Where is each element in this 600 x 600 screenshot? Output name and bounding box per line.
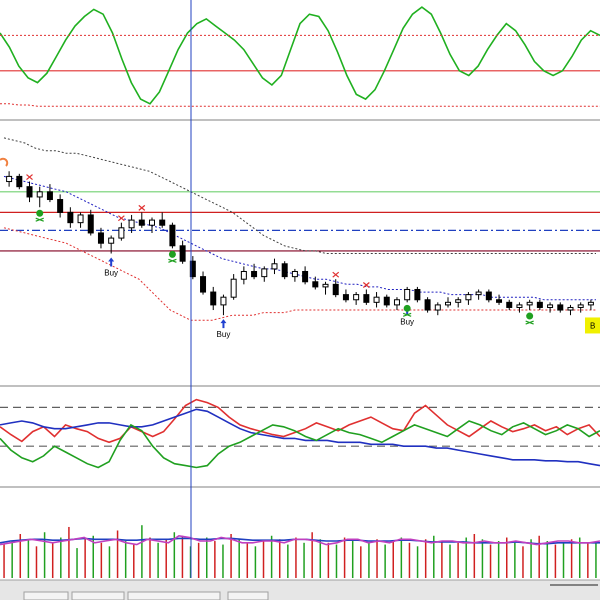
toolbar-tab <box>71 591 125 600</box>
crossbones-icon <box>168 258 177 263</box>
volume-panel <box>0 490 600 578</box>
signal-badge <box>585 317 600 334</box>
skull-icon <box>168 250 176 258</box>
candle <box>200 276 207 293</box>
candle <box>77 214 84 224</box>
candle <box>557 304 564 311</box>
band-line <box>3 175 596 301</box>
candle <box>526 301 533 306</box>
candle <box>179 245 186 262</box>
candle <box>577 304 584 308</box>
candle <box>220 296 227 306</box>
price-panel <box>0 125 600 382</box>
band-line <box>3 137 596 254</box>
candle <box>516 304 523 308</box>
buy-label: Buy <box>104 269 118 278</box>
candle <box>414 288 421 301</box>
candle <box>6 175 13 183</box>
candle <box>128 219 135 229</box>
series-line <box>0 398 600 444</box>
series-line <box>0 408 600 467</box>
crossbones-icon <box>402 312 412 317</box>
sell-cross-icon <box>332 271 340 278</box>
candle <box>36 191 43 198</box>
candle <box>108 237 115 244</box>
candle <box>363 294 370 303</box>
candle <box>291 270 298 278</box>
candle <box>138 219 145 226</box>
candle <box>567 306 574 311</box>
candle <box>57 199 64 213</box>
candle <box>87 214 94 234</box>
candle <box>312 281 319 288</box>
candle <box>26 186 33 198</box>
sell-cross-icon <box>26 174 33 181</box>
candle <box>332 283 339 296</box>
alert-arc-icon <box>0 157 9 167</box>
candle <box>16 175 23 188</box>
candle <box>485 291 492 301</box>
candle <box>169 224 176 247</box>
stochastic-panel <box>0 388 600 485</box>
candle <box>281 263 288 278</box>
candle <box>383 296 390 306</box>
candle <box>230 278 237 298</box>
candle <box>240 270 247 280</box>
candle <box>46 191 53 201</box>
sell-cross-icon <box>138 204 146 211</box>
buy-label: Buy <box>217 330 231 339</box>
candle <box>118 227 125 239</box>
candle <box>547 304 554 308</box>
crossbones-icon <box>35 217 44 222</box>
candle <box>465 294 472 301</box>
candle <box>322 283 329 288</box>
series-line <box>0 103 600 107</box>
candle <box>587 301 594 306</box>
candle <box>434 304 441 311</box>
sell-cross-icon <box>362 282 370 288</box>
buy-label: Buy <box>400 317 414 326</box>
candle <box>97 232 104 244</box>
candle <box>455 299 462 303</box>
candle <box>373 296 380 303</box>
candle <box>393 299 400 306</box>
candle <box>189 260 196 278</box>
volume-ma-line <box>0 534 600 546</box>
candle <box>496 299 503 303</box>
candle <box>404 288 411 301</box>
candle <box>271 263 278 270</box>
toolbar-tab <box>23 591 69 600</box>
skull-icon <box>403 304 411 312</box>
candle <box>536 301 543 308</box>
candle <box>342 294 349 301</box>
skull-icon <box>36 209 44 217</box>
sell-cross-icon <box>117 215 125 222</box>
toolbar-tab <box>127 591 221 600</box>
crossbones-icon <box>525 320 534 325</box>
candle <box>302 270 309 283</box>
candle <box>445 301 451 306</box>
candle <box>210 291 217 306</box>
series-line <box>0 6 600 105</box>
candle <box>424 299 431 311</box>
candle <box>67 211 74 224</box>
oscillator-panel <box>0 0 600 118</box>
candle <box>159 219 166 226</box>
signal-badge-text: B <box>590 321 595 330</box>
candle <box>149 219 155 226</box>
skull-icon <box>526 312 534 320</box>
candle <box>353 294 360 301</box>
candle <box>506 301 513 308</box>
series-line <box>0 420 600 469</box>
band-line <box>3 227 596 321</box>
candle <box>475 291 482 296</box>
candle <box>261 268 268 278</box>
buy-arrow-icon <box>220 319 227 329</box>
buy-arrow-icon <box>108 257 115 267</box>
toolbar-tab <box>227 591 269 600</box>
candle <box>251 270 258 278</box>
